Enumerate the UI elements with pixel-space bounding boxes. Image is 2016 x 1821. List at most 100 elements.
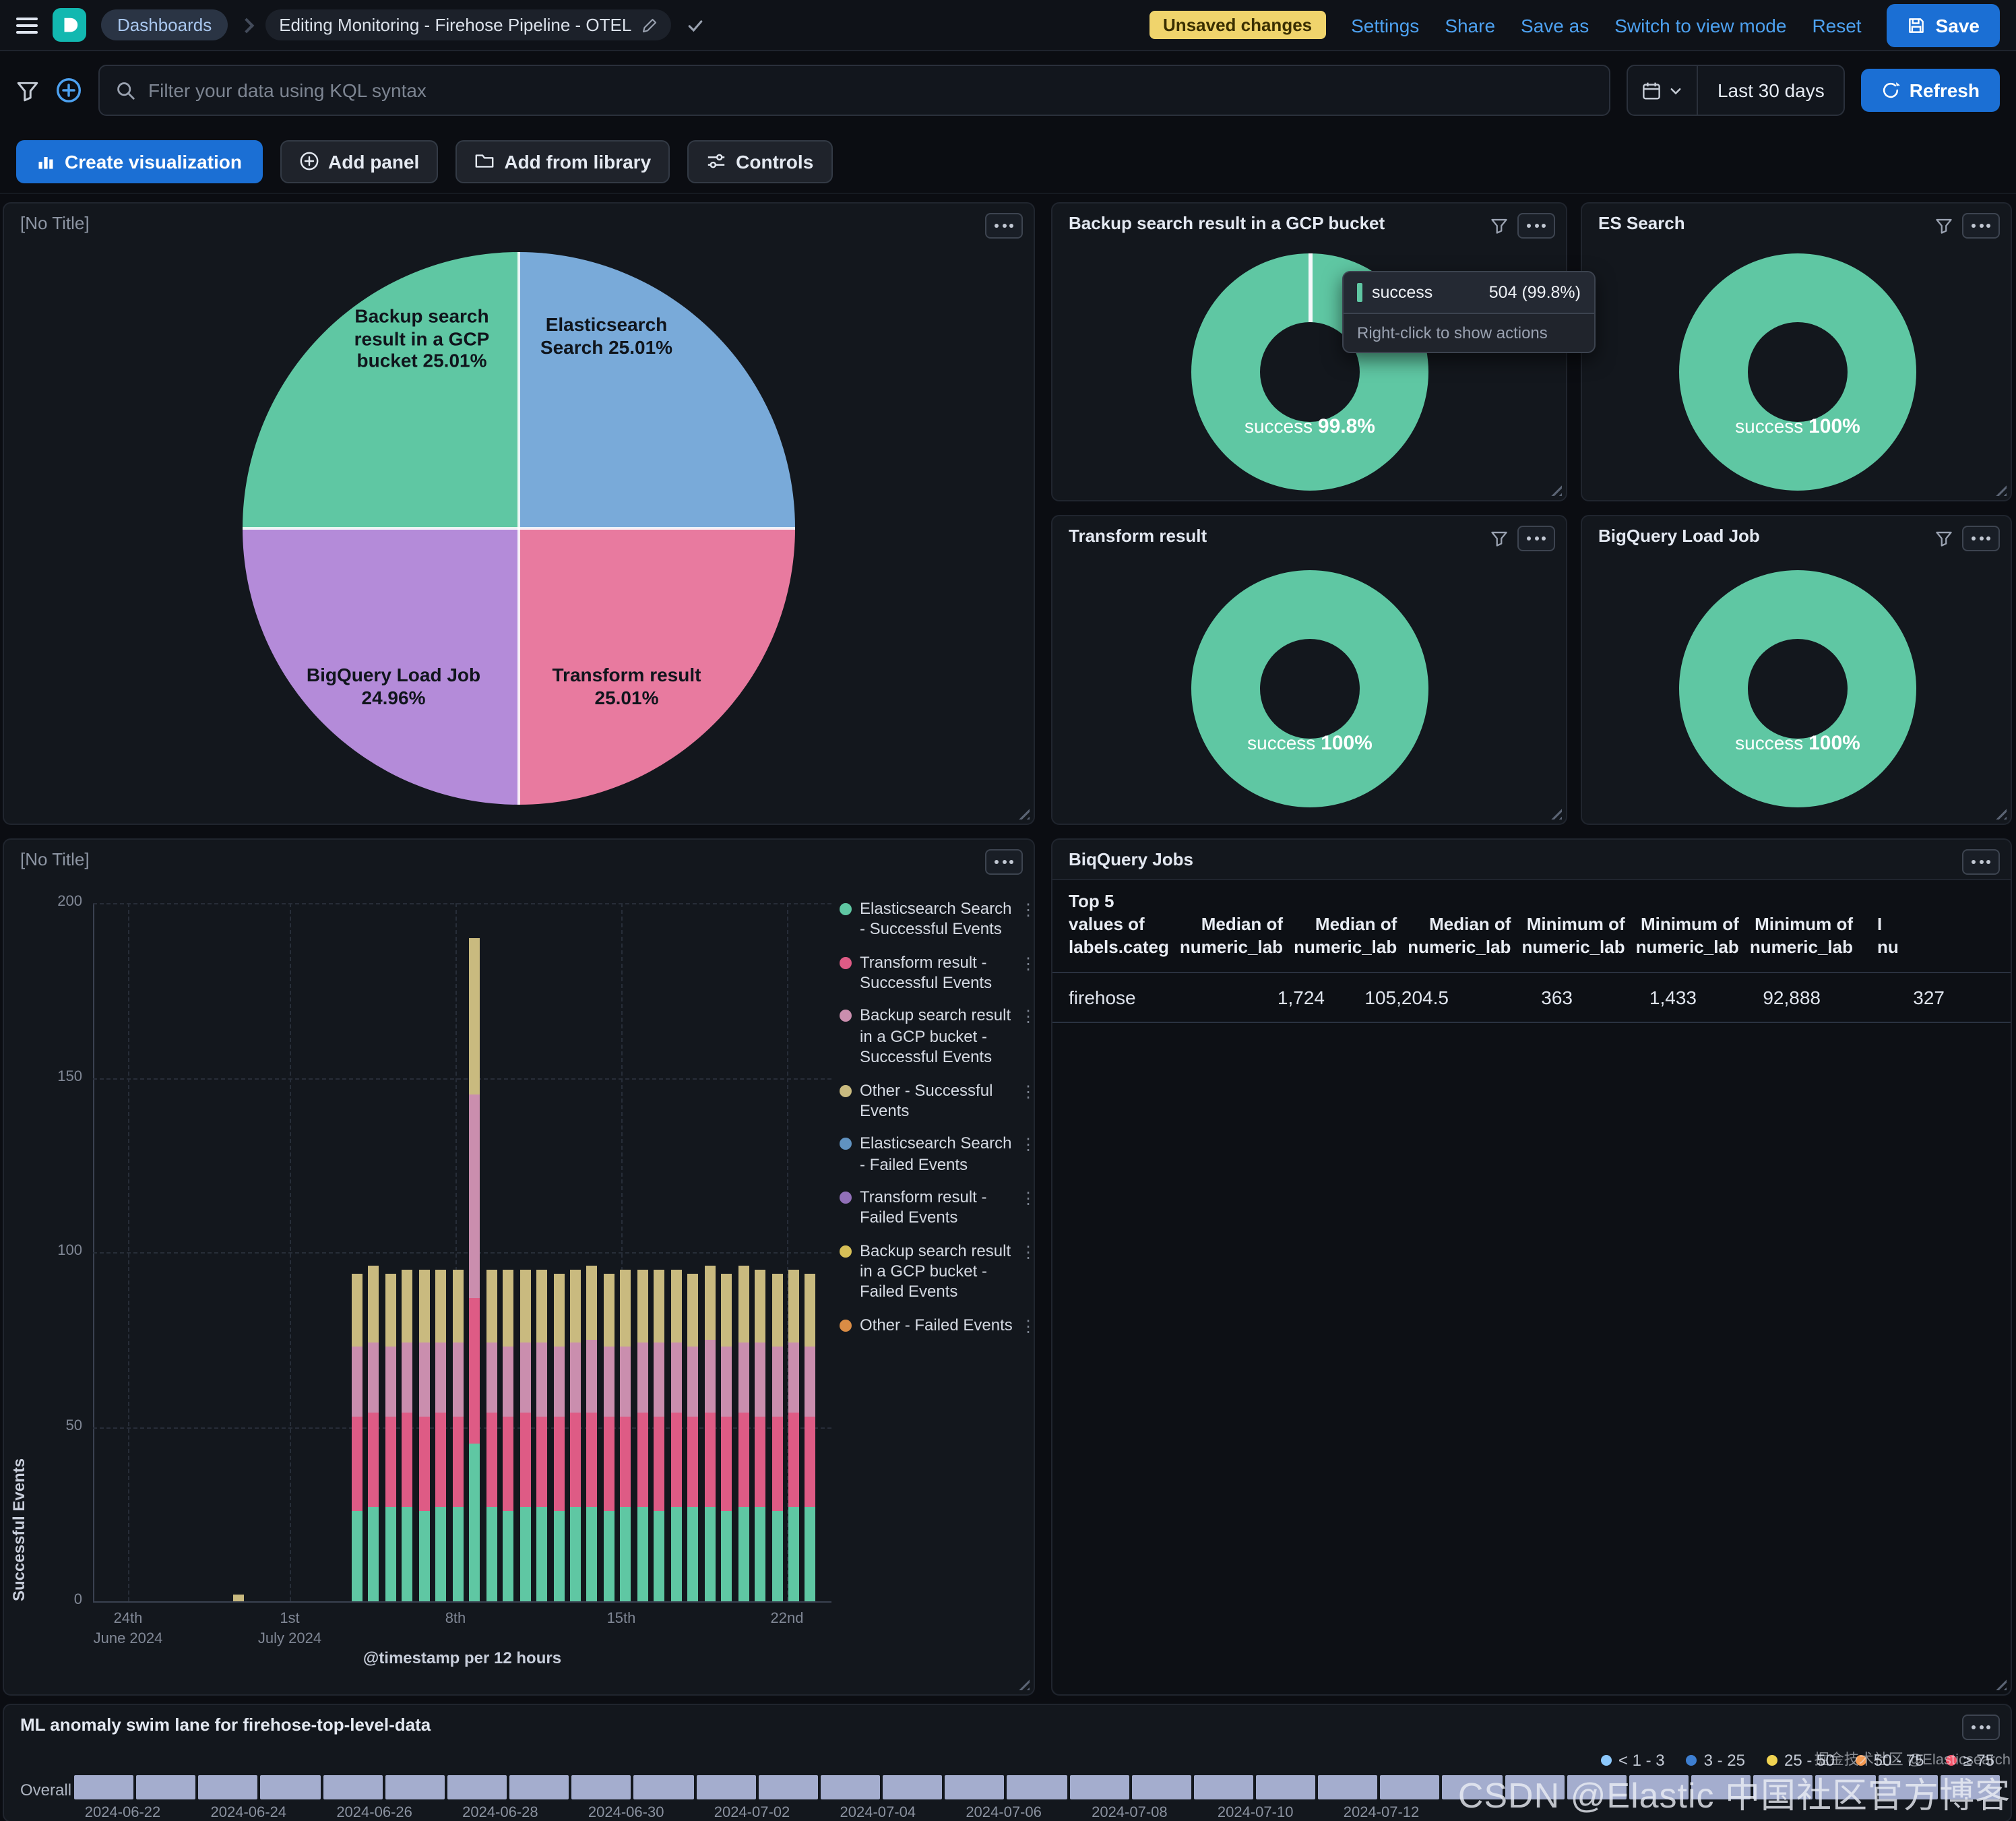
swimlane-cell[interactable] (696, 1775, 756, 1799)
legend-item[interactable]: Elasticsearch Search - Successful Events… (840, 899, 1036, 940)
bar-stack[interactable] (637, 1269, 648, 1601)
bar-stack[interactable] (469, 937, 480, 1601)
swimlane-cell[interactable] (1815, 1775, 1876, 1799)
save-button[interactable]: Save (1887, 3, 2000, 47)
switch-to-view-mode-link[interactable]: Switch to view mode (1614, 14, 1787, 36)
bar-stack[interactable] (604, 1273, 615, 1601)
add-panel-button[interactable]: Add panel (280, 140, 439, 183)
swimlane-cell[interactable] (1069, 1775, 1129, 1799)
panel-filter-icon[interactable] (1935, 530, 1953, 547)
panel-options-icon[interactable] (1962, 849, 2000, 875)
panel-options-icon[interactable] (1962, 213, 2000, 239)
swimlane-cell[interactable] (260, 1775, 321, 1799)
swimlane-cell[interactable] (447, 1775, 507, 1799)
legend-item[interactable]: Other - Successful Events ⋮ (840, 1080, 1036, 1121)
refresh-button[interactable]: Refresh (1860, 69, 2000, 112)
elastic-logo-icon[interactable] (53, 8, 86, 42)
menu-icon[interactable] (16, 17, 38, 33)
resize-handle[interactable] (1017, 807, 1030, 820)
panel-options-icon[interactable] (985, 849, 1023, 875)
swimlane-cell[interactable] (1505, 1775, 1565, 1799)
legend-item[interactable]: Transform result - Successful Events ⋮ (840, 952, 1036, 993)
swimlane-cell[interactable] (1193, 1775, 1253, 1799)
bar-stack[interactable] (503, 1269, 513, 1601)
legend-actions-icon[interactable]: ⋮ (1020, 1082, 1036, 1101)
legend-actions-icon[interactable]: ⋮ (1020, 954, 1036, 973)
bar-stack[interactable] (233, 1594, 244, 1601)
table-header-cell[interactable]: Minimum of numeric_lab (1521, 913, 1625, 957)
bar-stack[interactable] (586, 1266, 597, 1601)
swimlane-cell[interactable] (1442, 1775, 1503, 1799)
add-filter-icon[interactable] (55, 77, 82, 104)
swimlane-cell[interactable] (1753, 1775, 1813, 1799)
panel-filter-icon[interactable] (1490, 530, 1508, 547)
swimlane-cell[interactable] (571, 1775, 631, 1799)
swimlane-cell[interactable] (74, 1775, 134, 1799)
legend-item[interactable]: Other - Failed Events ⋮ (840, 1316, 1036, 1336)
bar-stack[interactable] (755, 1269, 765, 1601)
resize-handle[interactable] (1550, 484, 1562, 496)
legend-actions-icon[interactable]: ⋮ (1020, 1316, 1036, 1336)
swimlane-cell[interactable] (1007, 1775, 1067, 1799)
edit-title-pencil-icon[interactable] (641, 17, 657, 33)
legend-actions-icon[interactable]: ⋮ (1020, 1242, 1036, 1262)
table-header-cell[interactable]: Minimum of numeric_lab (1749, 913, 1853, 957)
bar-stack[interactable] (536, 1269, 547, 1601)
resize-handle[interactable] (1994, 484, 2007, 496)
bar-stack[interactable] (520, 1269, 531, 1601)
bar-stack[interactable] (620, 1269, 631, 1601)
add-from-library-button[interactable]: Add from library (455, 140, 670, 183)
swimlane-cell[interactable] (136, 1775, 196, 1799)
swimlane-cell[interactable] (1629, 1775, 1689, 1799)
swimlane-cell[interactable] (1131, 1775, 1191, 1799)
controls-button[interactable]: Controls (687, 140, 833, 183)
resize-handle[interactable] (1550, 807, 1562, 820)
filter-icon[interactable] (16, 79, 39, 102)
panel-options-icon[interactable] (1962, 1715, 2000, 1740)
bar-stack[interactable] (721, 1273, 732, 1601)
panel-filter-icon[interactable] (1490, 217, 1508, 235)
bar-stack[interactable] (435, 1269, 446, 1601)
bar-stack[interactable] (738, 1266, 749, 1601)
create-visualization-button[interactable]: Create visualization (16, 140, 262, 183)
panel-filter-icon[interactable] (1935, 217, 1953, 235)
panel-options-icon[interactable] (1517, 526, 1555, 551)
swimlane-cell[interactable] (1567, 1775, 1627, 1799)
bar-stack[interactable] (788, 1269, 799, 1601)
legend-item[interactable]: Backup search result in a GCP bucket - S… (840, 1006, 1036, 1068)
donut-chart[interactable]: success 100% (1679, 570, 1916, 807)
swimlane-cell[interactable] (1255, 1775, 1316, 1799)
breadcrumb-dashboards[interactable]: Dashboards (101, 9, 228, 40)
table-header-cell[interactable]: Minimum of numeric_lab (1635, 913, 1739, 957)
donut-ring[interactable] (1679, 570, 1916, 807)
bar-stack[interactable] (554, 1273, 565, 1601)
swimlane-cell[interactable] (1878, 1775, 1938, 1799)
swimlane-cell[interactable] (820, 1775, 881, 1799)
bar-stack[interactable] (570, 1269, 581, 1601)
bar-stack[interactable] (654, 1269, 664, 1601)
pie-chart[interactable]: Backup search result in a GCP bucket 25.… (243, 252, 795, 805)
bar-stack[interactable] (687, 1273, 698, 1601)
table-header-cell[interactable]: Median of numeric_lab (1408, 913, 1511, 957)
kql-search-box[interactable] (98, 65, 1611, 116)
table-header-cell[interactable]: Median of numeric_lab (1294, 913, 1397, 957)
legend-item[interactable]: Transform result - Failed Events ⋮ (840, 1187, 1036, 1229)
resize-handle[interactable] (1994, 807, 2007, 820)
save-as-link[interactable]: Save as (1521, 14, 1589, 36)
anomaly-swimlane[interactable] (74, 1775, 2000, 1799)
table-header-cell[interactable]: Median of numeric_lab (1179, 913, 1284, 957)
swimlane-cell[interactable] (945, 1775, 1005, 1799)
table-header-cell[interactable]: Top 5 values of labels.categ (1069, 891, 1169, 957)
legend-actions-icon[interactable]: ⋮ (1020, 900, 1036, 919)
donut-ring[interactable] (1679, 253, 1916, 491)
swimlane-cell[interactable] (883, 1775, 943, 1799)
swimlane-cell[interactable] (633, 1775, 694, 1799)
stacked-bar-chart[interactable]: Successful Events @timestamp per 12 hour… (4, 840, 1034, 1694)
legend-item[interactable]: Elasticsearch Search - Failed Events ⋮ (840, 1134, 1036, 1175)
donut-ring[interactable] (1191, 570, 1428, 807)
bar-stack[interactable] (402, 1269, 412, 1601)
kql-input[interactable] (148, 80, 1594, 101)
swimlane-cell[interactable] (1691, 1775, 1751, 1799)
bar-stack[interactable] (671, 1269, 682, 1601)
legend-actions-icon[interactable]: ⋮ (1020, 1007, 1036, 1026)
